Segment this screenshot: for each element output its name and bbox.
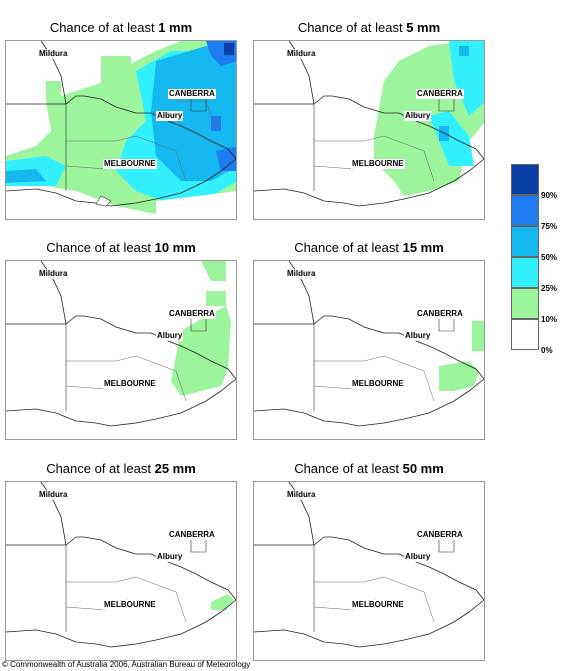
title-amount: 1 mm [158,20,193,35]
title-prefix: Chance of at least [46,461,155,476]
rain-probability-map [254,261,484,427]
map-25mm: Mildura CANBERRA Albury MELBOURNE [5,481,237,661]
city-label-melbourne: MELBOURNE [351,159,405,169]
title-amount: 15 mm [402,240,444,255]
city-label-albury: Albury [156,331,184,341]
city-label-albury: Albury [156,552,184,562]
city-label-canberra: CANBERRA [168,530,216,540]
title-prefix: Chance of at least [49,20,159,35]
legend-tick: 25% [541,284,558,293]
city-label-albury: Albury [156,111,184,121]
panel-title: Chance of at least 1 mm [5,20,237,35]
map-5mm: Mildura CANBERRA Albury MELBOURNE [253,40,485,220]
legend-tick: 75% [541,222,558,231]
city-label-albury: Albury [404,331,432,341]
city-label-melbourne: MELBOURNE [103,600,157,610]
rain-probability-map [254,41,484,207]
copyright-notice: © Commonwealth of Australia 2006, Austra… [2,660,251,669]
map-50mm: Mildura CANBERRA Albury MELBOURNE [253,481,485,661]
legend-swatch-0-10 [511,319,539,350]
city-label-melbourne: MELBOURNE [351,379,405,389]
city-label-melbourne: MELBOURNE [103,379,157,389]
legend-swatch-75-90 [511,195,539,226]
title-amount: 50 mm [402,461,444,476]
rain-probability-map [6,261,236,427]
legend-tick: 10% [541,315,558,324]
city-label-canberra: CANBERRA [168,89,216,99]
city-label-mildura: Mildura [286,269,317,279]
map-15mm: Mildura CANBERRA Albury MELBOURNE [253,260,485,440]
title-amount: 25 mm [154,461,196,476]
panel-title: Chance of at least 5 mm [253,20,485,35]
city-label-melbourne: MELBOURNE [351,600,405,610]
probability-legend: 90% 75% 50% 25% 10% 0% [511,164,567,364]
city-label-mildura: Mildura [38,49,69,59]
title-prefix: Chance of at least [294,240,403,255]
title-prefix: Chance of at least [46,240,155,255]
city-label-mildura: Mildura [38,269,69,279]
city-label-mildura: Mildura [286,490,317,500]
title-amount: 5 mm [406,20,441,35]
title-prefix: Chance of at least [294,461,403,476]
map-1mm: Mildura CANBERRA Albury MELBOURNE [5,40,237,220]
legend-swatch-10-25 [511,288,539,319]
map-10mm: Mildura CANBERRA Albury MELBOURNE [5,260,237,440]
panel-title: Chance of at least 10 mm [5,240,237,255]
panel-title: Chance of at least 50 mm [253,461,485,476]
city-label-canberra: CANBERRA [416,89,464,99]
panel-title: Chance of at least 25 mm [5,461,237,476]
city-label-canberra: CANBERRA [416,530,464,540]
rain-probability-map [6,41,236,219]
city-label-albury: Albury [404,111,432,121]
legend-tick: 0% [541,346,553,355]
legend-tick: 90% [541,191,558,200]
title-amount: 10 mm [154,240,196,255]
city-label-mildura: Mildura [38,490,69,500]
legend-swatch-50-75 [511,226,539,257]
legend-swatch-25-50 [511,257,539,288]
city-label-canberra: CANBERRA [416,309,464,319]
rain-probability-map [6,482,236,648]
panel-title: Chance of at least 15 mm [253,240,485,255]
legend-swatch-90-plus [511,164,539,195]
city-label-canberra: CANBERRA [168,309,216,319]
city-label-melbourne: MELBOURNE [103,159,157,169]
rain-probability-map [254,482,484,648]
legend-tick: 50% [541,253,558,262]
city-label-mildura: Mildura [286,49,317,59]
city-label-albury: Albury [404,552,432,562]
title-prefix: Chance of at least [297,20,407,35]
